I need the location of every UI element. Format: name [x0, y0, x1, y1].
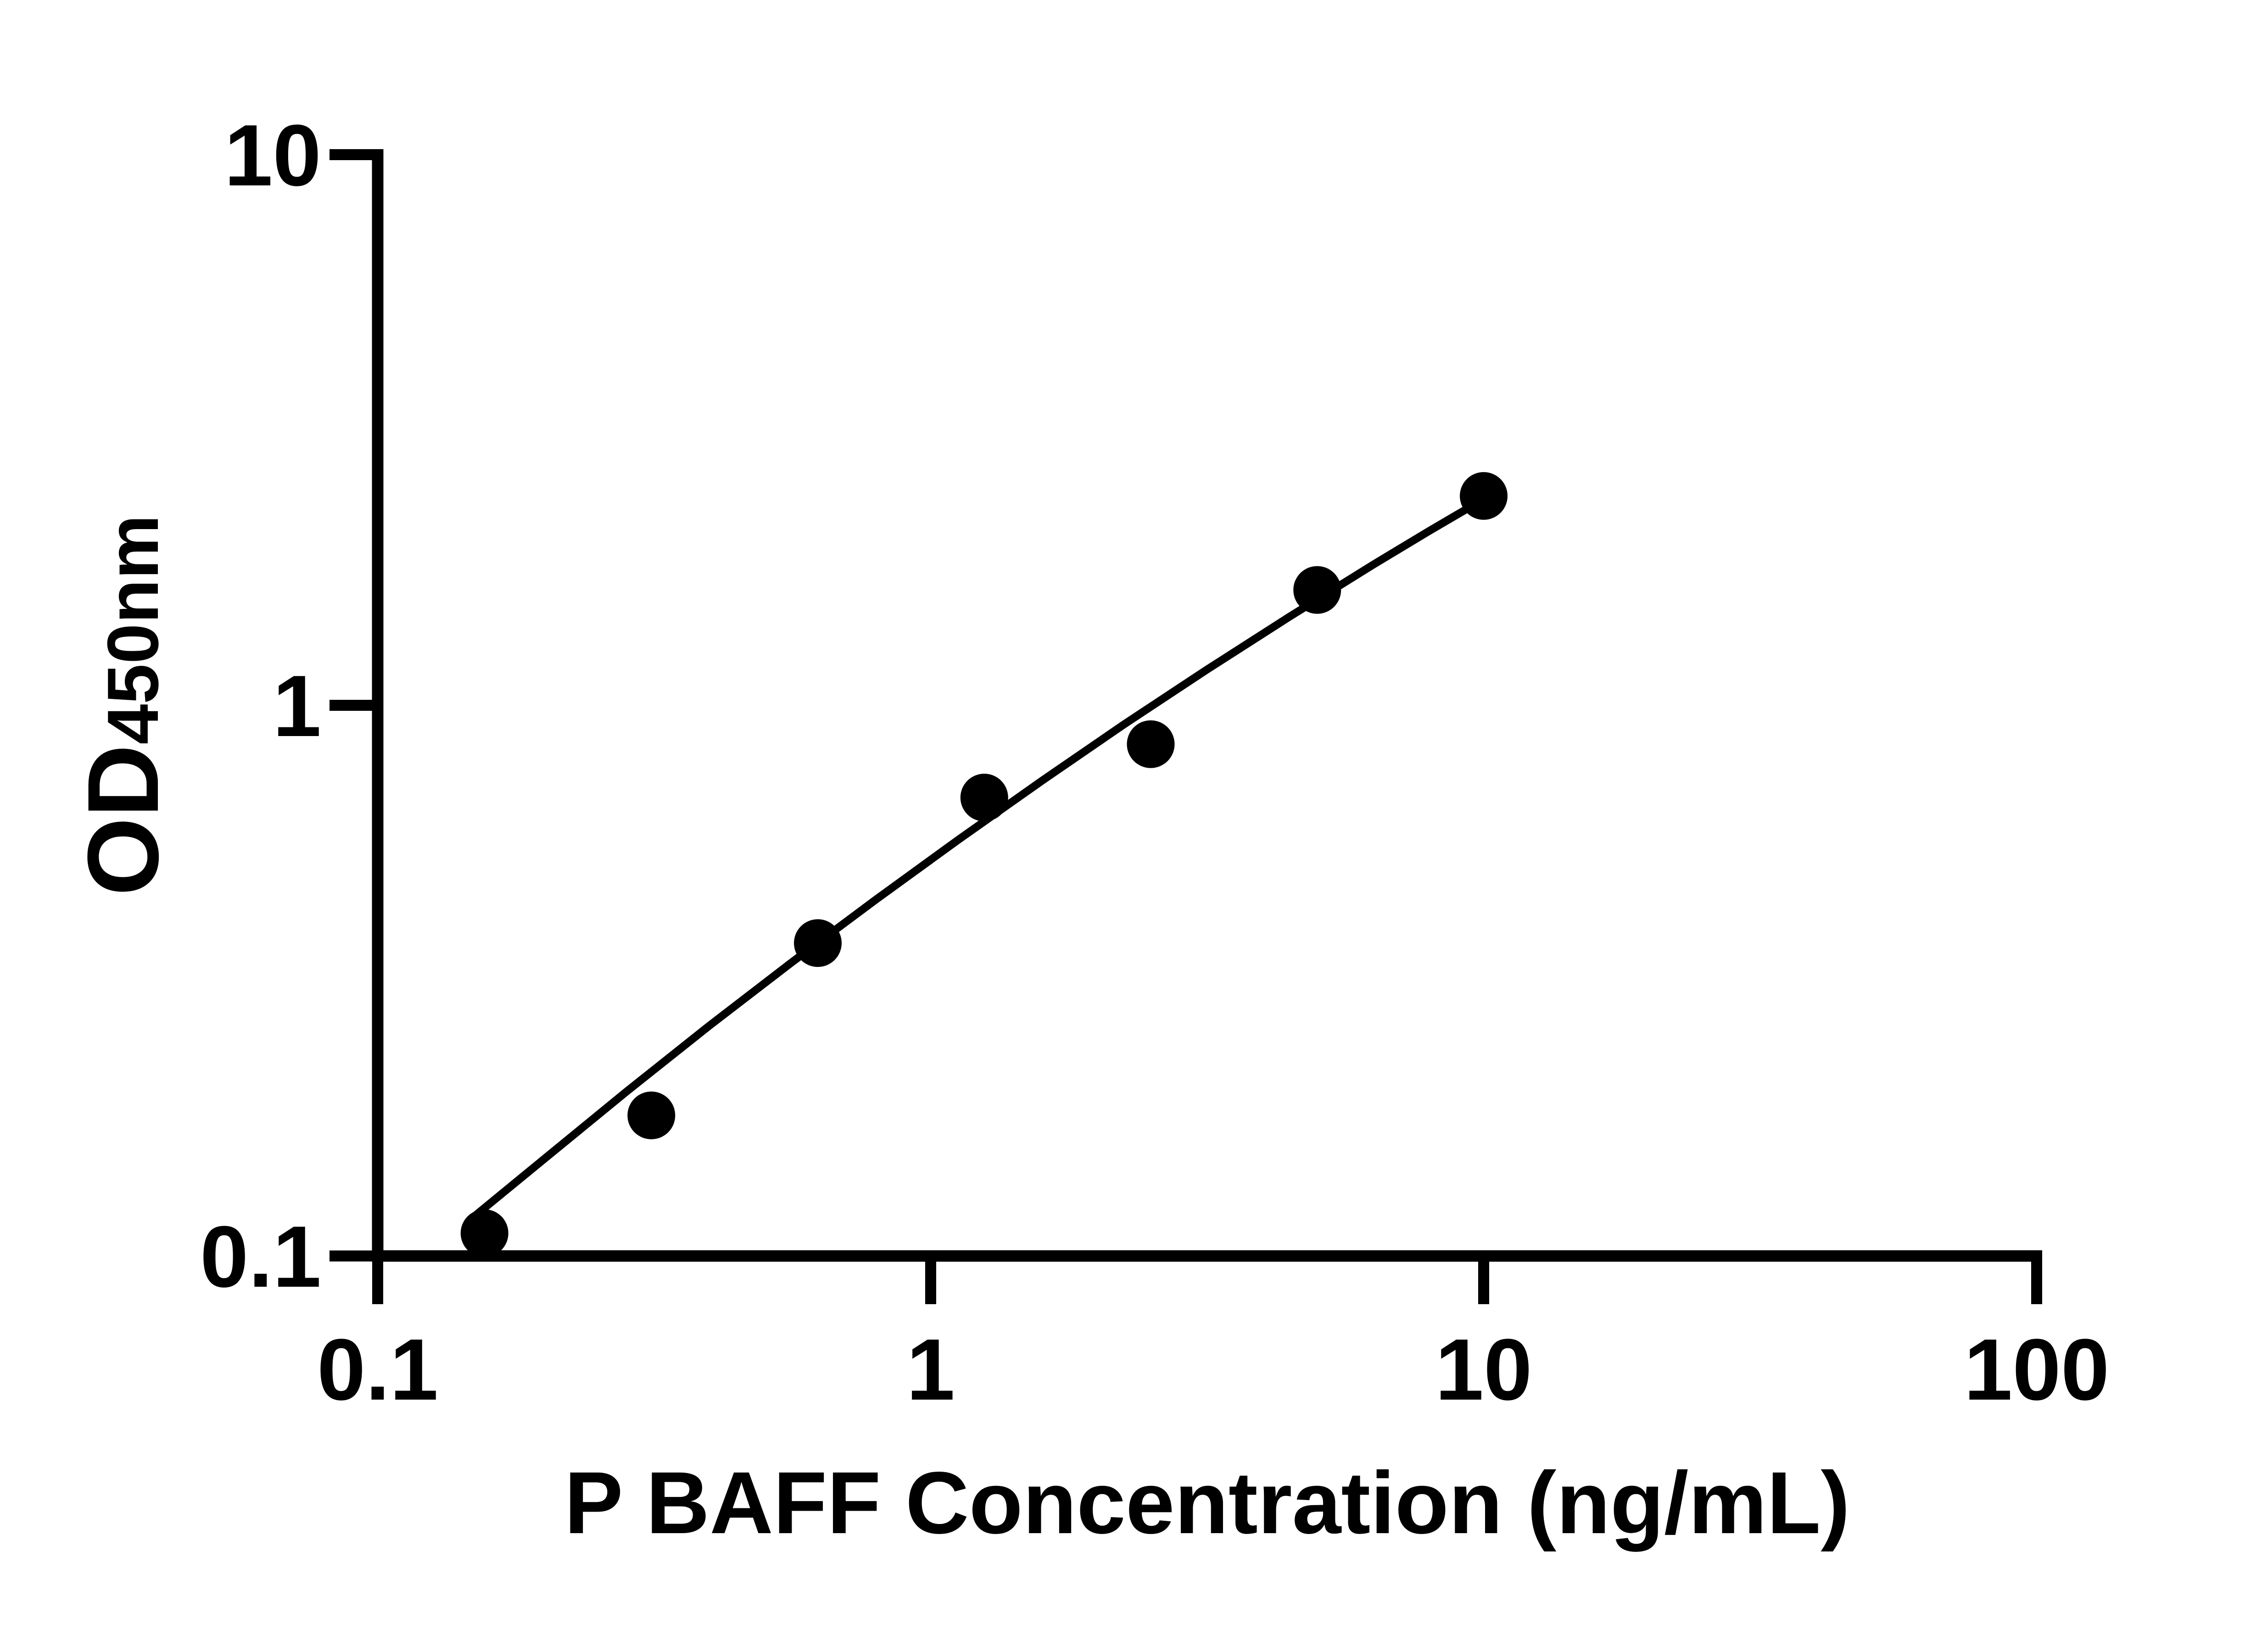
- data-point: [460, 1209, 508, 1257]
- y-axis-title-main: OD: [67, 744, 179, 896]
- y-axis-title: OD450nm: [67, 515, 179, 896]
- data-point: [1460, 472, 1508, 520]
- y-tick-label-1: 1: [273, 658, 321, 755]
- x-tick-label-100: 100: [1964, 1321, 2109, 1418]
- data-point: [794, 919, 842, 967]
- x-tick-label-1: 1: [906, 1321, 955, 1418]
- data-point: [960, 773, 1008, 821]
- y-tick-label-10: 10: [224, 107, 321, 204]
- data-point: [1127, 720, 1175, 768]
- x-tick-label-10: 10: [1435, 1321, 1532, 1418]
- y-axis-title-sub: 450nm: [93, 515, 173, 745]
- x-tick-label-0.1: 0.1: [317, 1321, 438, 1418]
- data-point: [627, 1091, 676, 1139]
- data-point: [1293, 566, 1341, 614]
- x-axis-title: P BAFF Concentration (ng/mL): [564, 1453, 1850, 1552]
- y-tick-label-0.1: 0.1: [200, 1208, 321, 1306]
